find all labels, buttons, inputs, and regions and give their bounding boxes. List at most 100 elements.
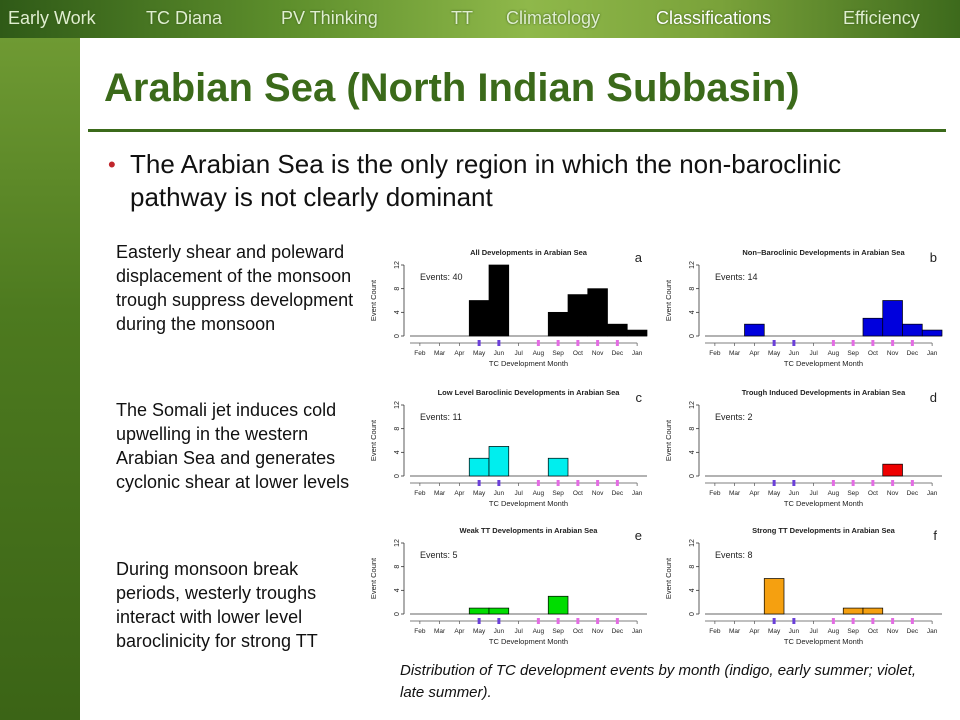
x-tick-label: Jan <box>632 628 643 635</box>
x-axis-label: TC Development Month <box>784 637 863 646</box>
y-tick-label: 12 <box>689 401 696 409</box>
x-tick-label: Sep <box>847 350 859 357</box>
panel-label: f <box>933 528 937 543</box>
month-marker <box>556 480 560 486</box>
x-tick-label: Feb <box>414 350 426 357</box>
y-tick-label: 12 <box>394 401 401 409</box>
month-marker <box>891 480 895 486</box>
month-marker <box>891 340 895 346</box>
month-marker <box>871 480 875 486</box>
x-tick-label: Mar <box>434 628 446 635</box>
x-tick-label: Nov <box>887 490 899 497</box>
chart-panel-e: Weak TT Developments in Arabian Sea e Even… <box>369 526 647 646</box>
side-paragraph-monsoon: Easterly shear and poleward displacement… <box>116 242 354 334</box>
month-marker <box>596 480 600 486</box>
y-tick-label: 8 <box>689 565 696 569</box>
x-tick-label: Sep <box>847 490 859 497</box>
month-marker <box>772 480 776 486</box>
tab-tc-diana[interactable]: TC Diana <box>146 8 223 28</box>
x-tick-label: Nov <box>592 490 604 497</box>
bar-may <box>763 578 785 615</box>
x-tick-label: Oct <box>868 628 878 635</box>
y-tick-label: 4 <box>689 310 696 314</box>
x-tick-label: Dec <box>907 628 919 635</box>
y-tick-label: 4 <box>689 450 696 454</box>
events-label: Events: 8 <box>715 550 753 560</box>
events-label: Events: 40 <box>420 272 463 282</box>
x-tick-label: Feb <box>414 628 426 635</box>
x-tick-label: Jan <box>632 350 643 357</box>
x-tick-label: May <box>473 350 486 357</box>
month-marker <box>831 340 835 346</box>
x-tick-label: Jul <box>514 490 523 497</box>
panel-label: c <box>636 390 643 405</box>
x-tick-label: Feb <box>709 350 721 357</box>
tab-pv-thinking[interactable]: PV Thinking <box>281 8 378 28</box>
month-marker <box>477 340 481 346</box>
left-sidebar-decoration <box>0 38 80 720</box>
chart-panel-a: All Developments in Arabian Sea a Events: … <box>369 248 648 368</box>
y-axis-label: Event Count <box>664 419 673 461</box>
y-tick-label: 12 <box>394 261 401 269</box>
bar-nov <box>882 300 903 337</box>
month-marker <box>596 340 600 346</box>
x-tick-label: Oct <box>573 350 583 357</box>
month-marker <box>615 480 619 486</box>
tab-tt[interactable]: TT <box>451 8 473 28</box>
bar-jun <box>488 264 510 337</box>
x-tick-label: May <box>768 628 781 635</box>
month-marker <box>831 618 835 624</box>
month-marker <box>497 618 501 624</box>
y-tick-label: 4 <box>394 310 401 314</box>
x-tick-label: Jun <box>494 490 505 497</box>
tab-classifications[interactable]: Classifications <box>656 8 772 28</box>
x-tick-label: May <box>768 350 781 357</box>
month-marker <box>910 340 914 346</box>
chart-grid: All Developments in Arabian Sea a Events: … <box>360 240 960 650</box>
y-tick-label: 0 <box>689 474 696 478</box>
x-tick-label: Apr <box>454 350 465 357</box>
y-tick-label: 8 <box>689 427 696 431</box>
top-banner <box>0 0 960 38</box>
month-marker <box>831 480 835 486</box>
tab-early-work[interactable]: Early Work <box>8 8 96 28</box>
tab-efficiency[interactable]: Efficiency <box>843 8 920 28</box>
bar-sep <box>842 607 864 615</box>
month-marker <box>477 618 481 624</box>
month-marker <box>792 340 796 346</box>
events-label: Events: 11 <box>420 412 462 422</box>
x-tick-label: Apr <box>749 350 760 357</box>
x-tick-label: Jan <box>927 628 938 635</box>
month-marker <box>792 618 796 624</box>
chart-title: Weak TT Developments in Arabian Sea <box>460 526 599 535</box>
x-tick-label: Jun <box>494 628 505 635</box>
y-axis-label: Event Count <box>664 279 673 321</box>
month-marker <box>615 340 619 346</box>
x-axis-label: TC Development Month <box>784 499 863 508</box>
bar-jan <box>921 329 943 337</box>
y-axis-label: Event Count <box>664 557 673 599</box>
nav-bar: Early Work TC Diana PV Thinking TT Clima… <box>0 0 960 38</box>
chart-panel-b: Non–Baroclinic Developments in Arabian S… <box>664 248 943 368</box>
x-tick-label: Dec <box>612 350 624 357</box>
bar-oct <box>862 607 884 615</box>
chart-title: Trough Induced Developments in Arabian S… <box>742 388 906 397</box>
x-tick-label: Oct <box>573 628 583 635</box>
panel-label: d <box>930 390 937 405</box>
y-tick-label: 0 <box>689 334 696 338</box>
x-axis-label: TC Development Month <box>784 359 863 368</box>
y-tick-label: 12 <box>394 539 401 547</box>
x-tick-label: Oct <box>868 490 878 497</box>
month-marker <box>576 480 580 486</box>
month-marker <box>536 618 540 624</box>
month-marker <box>556 340 560 346</box>
title-underline <box>88 129 946 132</box>
y-axis-label: Event Count <box>369 557 378 599</box>
x-tick-label: Feb <box>709 490 721 497</box>
y-tick-label: 8 <box>394 287 401 291</box>
x-tick-label: Jan <box>927 350 938 357</box>
month-marker <box>477 480 481 486</box>
month-marker <box>792 480 796 486</box>
x-tick-label: Apr <box>454 490 465 497</box>
tab-climatology[interactable]: Climatology <box>506 8 601 28</box>
